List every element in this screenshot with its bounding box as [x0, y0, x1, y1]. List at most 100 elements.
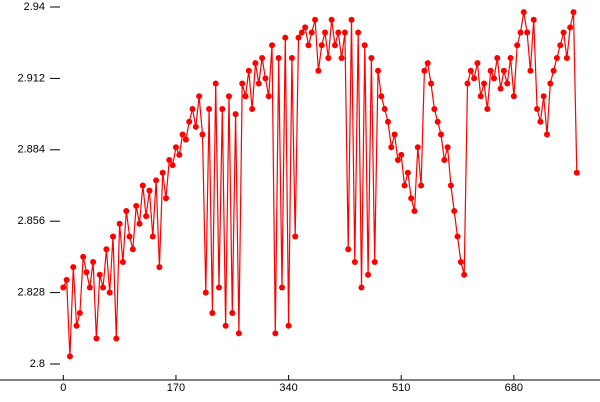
- y-tick-label: 2.884: [17, 144, 45, 156]
- data-point: [169, 162, 176, 169]
- data-point: [136, 220, 143, 227]
- data-point: [176, 151, 183, 158]
- data-point: [172, 144, 179, 151]
- y-tick-label: 2.828: [17, 287, 45, 299]
- data-point: [464, 80, 471, 87]
- data-point: [481, 80, 488, 87]
- x-tick-label: 340: [279, 382, 297, 394]
- data-point: [186, 118, 193, 125]
- data-point: [73, 322, 80, 329]
- data-point: [100, 284, 107, 291]
- data-point: [235, 330, 242, 337]
- data-point: [143, 213, 150, 220]
- data-point: [490, 75, 497, 82]
- data-point: [325, 55, 332, 61]
- data-point: [335, 29, 342, 36]
- data-point: [96, 271, 103, 278]
- data-point: [159, 169, 166, 176]
- data-point: [123, 208, 130, 214]
- data-point: [156, 264, 163, 271]
- data-point: [206, 106, 213, 112]
- data-point: [255, 80, 262, 87]
- data-point: [133, 202, 140, 209]
- data-point: [60, 284, 67, 291]
- data-point: [282, 34, 289, 41]
- data-point: [494, 55, 501, 61]
- data-point: [305, 42, 312, 49]
- data-point: [345, 246, 352, 253]
- data-point: [467, 67, 474, 74]
- data-point: [341, 29, 348, 36]
- data-point: [351, 259, 358, 265]
- data-point: [507, 55, 514, 61]
- data-point: [411, 208, 418, 214]
- data-point: [550, 67, 557, 74]
- data-point: [119, 259, 126, 265]
- data-point: [441, 157, 448, 163]
- data-point: [318, 42, 325, 49]
- data-point: [454, 233, 461, 240]
- data-point: [83, 269, 90, 276]
- data-point: [126, 233, 133, 240]
- data-point: [524, 29, 531, 36]
- data-point: [242, 93, 249, 100]
- data-point: [322, 29, 329, 36]
- data-point: [315, 67, 322, 74]
- data-point: [477, 93, 484, 100]
- data-point: [338, 55, 345, 61]
- x-tick-label: 0: [60, 382, 66, 394]
- data-point: [428, 80, 435, 87]
- data-point: [401, 182, 408, 189]
- data-point: [487, 67, 494, 74]
- data-point: [497, 85, 504, 92]
- data-point: [471, 75, 478, 82]
- data-point: [331, 42, 338, 49]
- data-point: [447, 182, 454, 189]
- data-point: [239, 80, 246, 87]
- data-point: [388, 144, 395, 151]
- data-point: [437, 131, 444, 138]
- data-point: [232, 111, 239, 118]
- data-point: [567, 24, 574, 31]
- data-point: [504, 80, 511, 87]
- data-point: [563, 55, 570, 61]
- x-tick-label: 680: [505, 382, 523, 394]
- data-point: [278, 284, 285, 291]
- data-point: [265, 93, 272, 100]
- data-point: [543, 131, 550, 138]
- data-point: [93, 335, 100, 342]
- data-point: [166, 157, 173, 163]
- data-point: [216, 284, 223, 291]
- y-tick-label: 2.8: [30, 358, 45, 370]
- data-point: [192, 123, 199, 130]
- data-point: [275, 55, 282, 61]
- data-point: [149, 233, 156, 240]
- data-point: [500, 67, 507, 74]
- data-point: [179, 131, 186, 138]
- data-point: [285, 322, 292, 329]
- data-point: [560, 29, 567, 36]
- data-point: [540, 93, 547, 100]
- data-point: [394, 157, 401, 163]
- data-point: [375, 67, 382, 74]
- data-point: [106, 289, 113, 296]
- data-point: [163, 195, 170, 202]
- data-point: [424, 60, 431, 67]
- data-point: [378, 93, 385, 100]
- data-point: [308, 29, 315, 36]
- x-tick-label: 170: [167, 382, 185, 394]
- data-point: [348, 16, 355, 23]
- data-point: [431, 106, 438, 112]
- data-point: [103, 246, 110, 253]
- data-point: [530, 16, 537, 23]
- data-point: [520, 9, 527, 16]
- data-point: [414, 144, 421, 151]
- data-point: [196, 93, 203, 100]
- data-point: [451, 208, 458, 214]
- y-tick-label: 2.94: [24, 1, 45, 13]
- data-point: [225, 93, 232, 100]
- data-point: [292, 233, 299, 240]
- data-point: [129, 246, 136, 253]
- data-point: [139, 182, 146, 189]
